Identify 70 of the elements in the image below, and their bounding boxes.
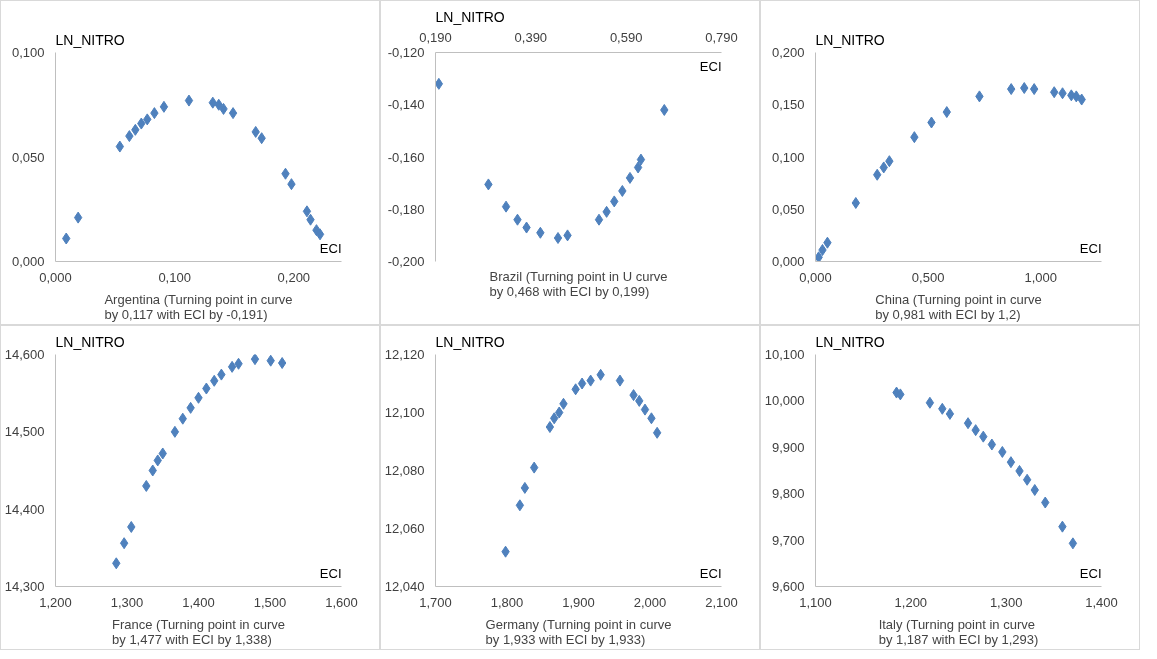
y-tick-label: 12,080 bbox=[384, 463, 425, 478]
x-tick-label: 1,500 bbox=[253, 594, 287, 610]
x-tick-label: 1,100 bbox=[799, 594, 832, 610]
text: Germany (Turning point in curve by 1,933 with ECI by 1,933) bbox=[485, 616, 672, 647]
x-axis-title: ECI bbox=[699, 58, 722, 74]
x-tick-label: 2,000 bbox=[633, 594, 667, 610]
y-tick-label: 0,050 bbox=[11, 149, 45, 165]
x-tick-label: 1,400 bbox=[182, 594, 215, 610]
x-tick-label: 0,000 bbox=[799, 269, 832, 285]
x-tick-label: 1,900 bbox=[562, 594, 595, 610]
y-tick-label: -0,140 bbox=[387, 97, 425, 113]
text: China (Turning point in curve by 0,981 with ECI by 1,2) bbox=[875, 291, 1042, 322]
y-tick-label: 12,120 bbox=[384, 347, 425, 362]
y-axis-title: LN_NITRO bbox=[815, 333, 885, 350]
y-tick-label: 10,000 bbox=[764, 393, 805, 409]
x-tick-label: 0,000 bbox=[39, 269, 72, 285]
x-tick-label: 0,500 bbox=[911, 269, 945, 285]
x-tick-label: 1,200 bbox=[39, 594, 72, 610]
text: Italy (Turning point in curve by 1,187 with ECI by 1,293) bbox=[878, 616, 1039, 647]
x-tick-label: 0,200 bbox=[277, 269, 311, 285]
y-axis-title: LN_NITRO bbox=[815, 31, 885, 48]
x-tick-label: 1,300 bbox=[110, 594, 144, 610]
x-tick-label: 1,800 bbox=[490, 594, 524, 610]
text: France (Turning point in curve by 1,477 with ECI by 1,338) bbox=[112, 616, 285, 647]
x-tick-label: 1,200 bbox=[894, 594, 928, 610]
x-tick-label: 0,790 bbox=[705, 29, 738, 45]
y-tick-label: 14,500 bbox=[4, 424, 45, 440]
x-tick-label: 0,390 bbox=[514, 29, 548, 45]
x-tick-label: 1,700 bbox=[419, 594, 452, 610]
x-tick-label: 1,400 bbox=[1085, 594, 1118, 610]
x-tick-label: 1,600 bbox=[325, 594, 358, 610]
y-tick-label: 12,100 bbox=[384, 405, 425, 420]
y-tick-label: 12,040 bbox=[384, 579, 425, 594]
y-tick-label: 0,050 bbox=[771, 201, 805, 217]
x-axis-title: ECI bbox=[1079, 240, 1102, 256]
text: Argentina (Turning point in curve by 0,117 with ECI by -0,191) bbox=[104, 291, 293, 322]
y-tick-label: 9,800 bbox=[771, 486, 805, 502]
x-tick-label: 0,590 bbox=[609, 29, 643, 45]
y-tick-label: -0,180 bbox=[387, 201, 425, 217]
x-tick-label: 1,000 bbox=[1024, 269, 1057, 285]
y-tick-label: -0,120 bbox=[387, 45, 425, 60]
y-tick-label: -0,160 bbox=[387, 149, 425, 165]
y-tick-label: 9,700 bbox=[771, 532, 805, 548]
y-tick-label: 12,060 bbox=[384, 521, 425, 536]
y-tick-label: 14,400 bbox=[4, 501, 45, 517]
y-axis-title: LN_NITRO bbox=[435, 333, 505, 350]
y-tick-label: 0,000 bbox=[771, 254, 805, 269]
x-tick-label: 1,300 bbox=[989, 594, 1023, 610]
y-tick-label: 10,100 bbox=[764, 347, 805, 362]
y-tick-label: 14,300 bbox=[4, 579, 45, 594]
y-tick-label: 0,100 bbox=[771, 149, 805, 165]
y-axis-title: LN_NITRO bbox=[55, 333, 125, 350]
y-tick-label: 0,100 bbox=[11, 45, 45, 60]
x-tick-label: 0,190 bbox=[419, 29, 452, 45]
y-axis-title: LN_NITRO bbox=[55, 31, 125, 48]
y-axis-title: LN_NITRO bbox=[435, 8, 505, 25]
y-tick-label: 9,600 bbox=[771, 579, 805, 594]
y-tick-label: 9,900 bbox=[771, 439, 805, 455]
x-tick-label: 0,100 bbox=[158, 269, 191, 285]
y-tick-label: 14,600 bbox=[4, 347, 45, 362]
x-tick-label: 2,100 bbox=[705, 594, 738, 610]
y-tick-label: 0,000 bbox=[11, 254, 45, 269]
x-axis-title: ECI bbox=[699, 565, 722, 581]
x-axis-title: ECI bbox=[1079, 565, 1102, 581]
y-tick-label: -0,200 bbox=[387, 254, 425, 269]
y-tick-label: 0,150 bbox=[771, 97, 805, 113]
text: Brazil (Turning point in U curve by 0,468 with ECI by 0,199) bbox=[489, 268, 668, 299]
x-axis-title: ECI bbox=[319, 565, 342, 581]
x-axis-title: ECI bbox=[319, 240, 342, 256]
y-tick-label: 0,200 bbox=[771, 45, 805, 60]
